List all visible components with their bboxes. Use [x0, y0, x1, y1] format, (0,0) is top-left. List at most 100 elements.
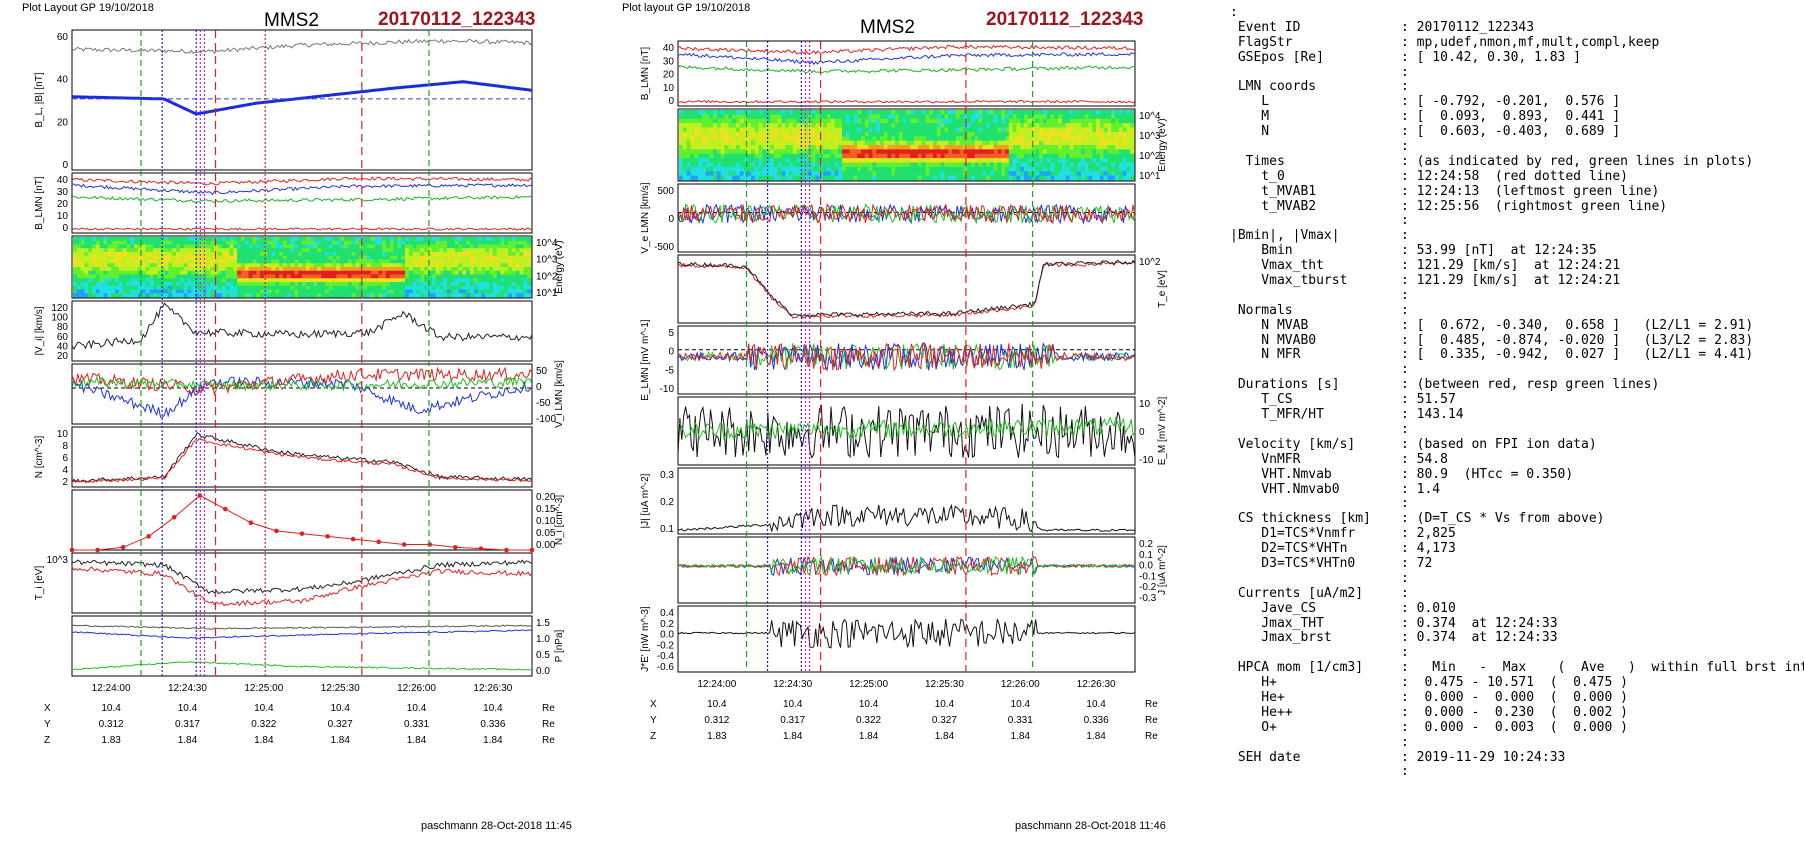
spectrogram-cell: [974, 123, 979, 128]
spectrogram-cell: [1092, 131, 1097, 137]
spectrogram-cell: [701, 153, 706, 159]
spectrogram-cell: [876, 149, 881, 155]
spectrogram-cell: [130, 255, 135, 260]
spectrogram-cell: [694, 166, 699, 172]
spectrogram-cell: [298, 285, 303, 290]
spectrogram-cell: [73, 240, 78, 245]
spectrogram-cell: [906, 118, 911, 124]
spectrogram-cell: [221, 244, 227, 249]
spectrogram-cell: [267, 282, 272, 287]
spectrogram-cell: [1054, 140, 1059, 146]
spectrogram-cell: [1130, 110, 1135, 115]
spectrogram-cell: [99, 244, 104, 249]
spectrogram-cell: [929, 140, 934, 146]
position-value: 0.336: [480, 719, 505, 730]
spectrogram-cell: [747, 149, 752, 155]
spectrogram-cell: [447, 248, 452, 253]
spectrogram-cell: [804, 114, 809, 120]
spectrogram-cell: [777, 145, 782, 150]
spectrogram-cell: [933, 131, 938, 137]
spectrogram-cell: [785, 123, 790, 128]
spectrogram-cell: [728, 114, 733, 120]
spectrogram-cell: [508, 259, 513, 264]
spectrogram-cell: [450, 252, 456, 257]
spectrogram-cell: [492, 255, 498, 260]
spectrogram-cell: [363, 285, 368, 290]
spectrogram-cell: [887, 158, 892, 163]
spectrogram-cell: [198, 240, 204, 245]
spectrogram-cell: [382, 282, 387, 287]
spectrogram-cell: [902, 114, 907, 120]
spectrogram-cell: [732, 158, 737, 163]
spectrogram-cell: [76, 244, 82, 249]
spectrogram-cell: [967, 131, 972, 137]
spectrogram-cell: [679, 171, 684, 177]
spectrogram-cell: [214, 285, 219, 290]
spectrogram-cell: [713, 153, 718, 159]
spectrogram-cell: [1126, 171, 1131, 177]
spectrogram-cell: [114, 270, 120, 275]
spectrogram-cell: [906, 136, 911, 142]
spectrogram-cell: [447, 285, 452, 290]
spectrogram-cell: [1008, 166, 1014, 172]
spectrogram-cell: [107, 248, 112, 253]
spectrogram-cell: [443, 285, 448, 290]
spectrogram-cell: [686, 175, 691, 181]
spectrogram-cell: [724, 145, 729, 150]
spectrogram-cell: [781, 136, 786, 142]
spectrogram-cell: [210, 252, 215, 257]
position-value: 10.4: [101, 703, 121, 714]
spectrogram-cell: [527, 244, 532, 249]
spectrogram-cell: [492, 259, 498, 264]
spectrogram-cell: [229, 248, 234, 253]
spectrogram-cell: [720, 118, 725, 124]
spectrogram-cell: [925, 175, 930, 181]
spectrogram-cell: [244, 282, 249, 287]
spectrogram-cell: [952, 145, 957, 150]
spectrogram-cell: [73, 259, 78, 264]
spectrogram-cell: [420, 255, 425, 260]
axis-tick-label: 10^1: [1139, 171, 1161, 182]
spectrogram-cell: [485, 259, 490, 264]
spectrogram-cell: [804, 166, 809, 172]
spectrogram-cell: [164, 274, 169, 279]
spectrogram-cell: [496, 255, 501, 260]
spectrogram-cell: [754, 123, 760, 128]
spectrogram-cell: [914, 175, 919, 181]
spectrogram-cell: [378, 270, 383, 275]
spectrogram-cell: [424, 240, 429, 245]
spectrogram-cell: [130, 237, 135, 242]
spectrogram-cell: [898, 149, 904, 155]
spectrogram-cell: [1012, 158, 1017, 163]
spectrogram-cell: [263, 267, 269, 272]
spectrogram-cell: [967, 114, 972, 120]
spectrogram-cell: [439, 278, 444, 283]
time-tick-label: 12:25:30: [925, 679, 964, 690]
spectrogram-cell: [1058, 158, 1063, 163]
spectrogram-cell: [1016, 145, 1021, 150]
spectrogram-cell: [99, 240, 104, 245]
spectrogram-cell: [248, 293, 253, 298]
spectrogram-cell: [917, 114, 923, 120]
spectrogram-cell: [103, 252, 108, 257]
spectrogram-cell: [508, 237, 513, 242]
spectrogram-cell: [777, 118, 782, 124]
position-value: 1.84: [330, 735, 350, 746]
spectrogram-cell: [895, 118, 900, 124]
spectrogram-cell: [523, 270, 528, 275]
spectrogram-cell: [1118, 153, 1124, 159]
spectrogram-cell: [408, 293, 414, 298]
spectrogram-cell: [834, 162, 839, 168]
spectrogram-cell: [481, 293, 486, 298]
spectrogram-cell: [948, 118, 953, 124]
spectrogram-cell: [408, 282, 414, 287]
spectrogram-cell: [781, 149, 786, 155]
spectrogram-cell: [294, 267, 299, 272]
summary-row: LMN coords:: [1230, 80, 1800, 95]
spectrogram-cell: [785, 158, 790, 163]
spectrogram-cell: [485, 270, 490, 275]
axis-label: |J| [uA m^-2]: [640, 473, 651, 528]
spectrogram-cell: [1122, 131, 1127, 137]
spectrogram-cell: [948, 123, 953, 128]
spectrogram-cell: [879, 166, 885, 172]
